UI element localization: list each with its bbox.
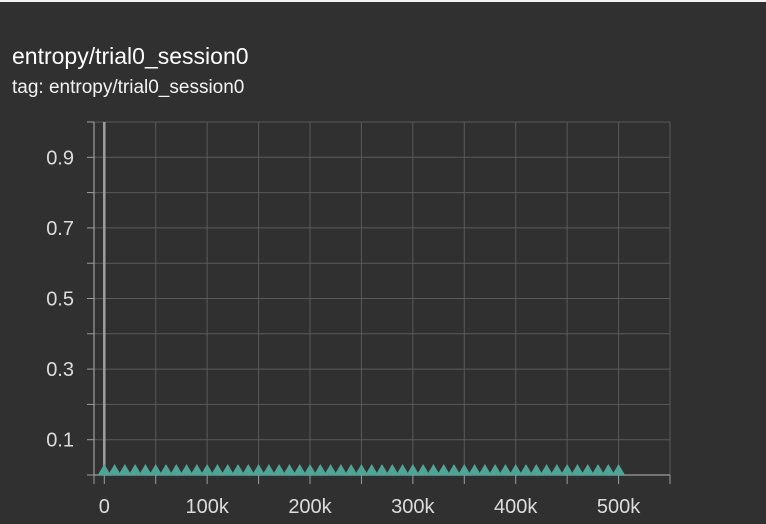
chart-grid (94, 121, 671, 475)
data-point-marker (478, 464, 492, 475)
chart-series-markers (97, 464, 626, 475)
data-point-marker (200, 464, 214, 475)
y-tick-label: 0.3 (46, 359, 74, 381)
data-point-marker (560, 464, 574, 475)
data-point-marker (128, 464, 142, 475)
data-point-marker (457, 464, 471, 475)
x-tick-label: 500k (597, 496, 641, 518)
x-tick-label: 200k (288, 496, 332, 518)
chart-title: entropy/trial0_session0 (12, 43, 249, 69)
data-point-marker (385, 464, 399, 475)
data-point-marker (231, 464, 245, 475)
data-point-marker (159, 464, 173, 475)
data-point-marker (303, 464, 317, 475)
data-point-marker (138, 464, 152, 475)
data-point-marker (293, 464, 307, 475)
data-point-marker (210, 464, 224, 475)
data-point-marker (365, 464, 379, 475)
data-point-marker (488, 464, 502, 475)
data-point-marker (570, 464, 584, 475)
data-point-marker (354, 464, 368, 475)
data-point-marker (324, 464, 338, 475)
x-tick-label: 0 (99, 496, 110, 518)
data-point-marker (540, 464, 554, 475)
y-tick-label: 0.5 (46, 289, 74, 311)
data-point-marker (509, 464, 523, 475)
data-point-marker (519, 464, 533, 475)
chart-tick-labels: 0.1 0.3 0.5 0.7 0.9 0 100k 200k 300k 400k 500k (46, 147, 641, 518)
y-tick-label: 0.7 (46, 218, 74, 240)
data-point-marker (550, 464, 564, 475)
data-point-marker (252, 464, 266, 475)
data-point-marker (282, 464, 296, 475)
data-point-marker (221, 464, 235, 475)
x-tick-label: 100k (185, 496, 229, 518)
chart-axes (87, 121, 671, 484)
y-tick-label: 0.9 (46, 147, 74, 169)
data-point-marker (241, 464, 255, 475)
data-point-marker (591, 464, 605, 475)
data-point-marker (262, 464, 276, 475)
data-point-marker (437, 464, 451, 475)
data-point-marker (344, 464, 358, 475)
data-point-marker (149, 464, 163, 475)
data-point-marker (529, 464, 543, 475)
data-point-marker (375, 464, 389, 475)
data-point-marker (447, 464, 461, 475)
data-point-marker (97, 464, 111, 475)
data-point-marker (118, 464, 132, 475)
data-point-marker (468, 464, 482, 475)
data-point-marker (334, 464, 348, 475)
data-point-marker (272, 464, 286, 475)
y-tick-label: 0.1 (46, 430, 74, 452)
chart-tag: tag: entropy/trial0_session0 (12, 77, 245, 98)
data-point-marker (108, 464, 122, 475)
data-point-marker (416, 464, 430, 475)
data-point-marker (601, 464, 615, 475)
data-point-marker (406, 464, 420, 475)
data-point-marker (498, 464, 512, 475)
data-point-marker (313, 464, 327, 475)
data-point-marker (612, 464, 626, 475)
data-point-marker (426, 464, 440, 475)
data-point-marker (396, 464, 410, 475)
x-tick-label: 400k (494, 496, 538, 518)
x-tick-label: 300k (391, 496, 435, 518)
data-point-marker (581, 464, 595, 475)
data-point-marker (169, 464, 183, 475)
data-point-marker (180, 464, 194, 475)
top-border (0, 0, 766, 2)
data-point-marker (190, 464, 204, 475)
